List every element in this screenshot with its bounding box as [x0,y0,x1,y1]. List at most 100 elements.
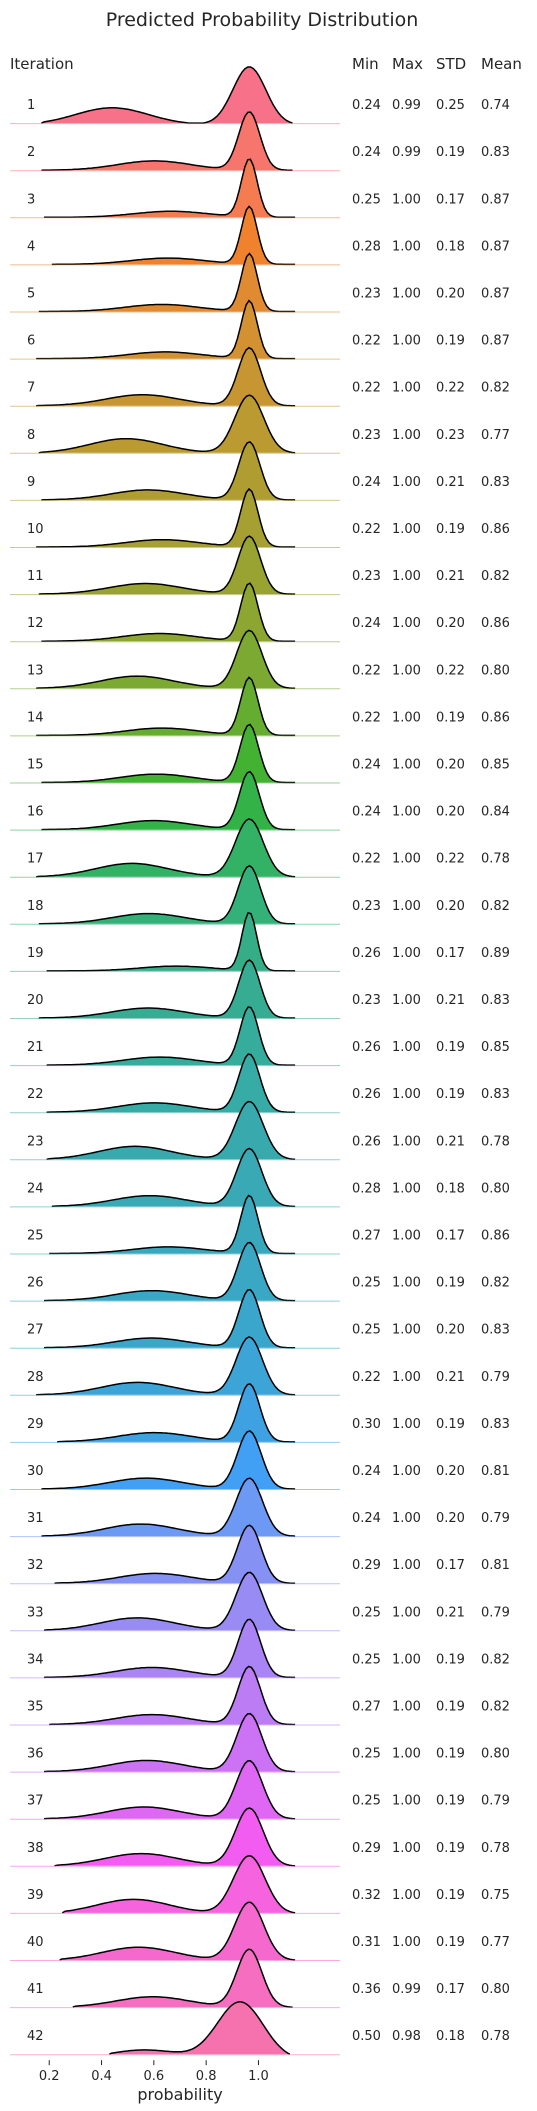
iteration-label: 22 [27,1087,44,1102]
mean-value: 0.75 [481,1888,510,1903]
min-value: 0.50 [352,2029,381,2044]
ridge-density-outline [43,1288,296,1349]
min-value: 0.25 [352,1323,381,1338]
x-tick-label: 1.0 [248,2069,269,2084]
ridge-row: 12 0.24 1.00 0.20 0.86 [10,582,510,643]
mean-value: 0.83 [481,1087,510,1102]
ridge-density-outline [61,1855,296,1914]
ridge-row: 20 0.23 1.00 0.21 0.83 [10,959,510,1019]
mean-value: 0.86 [481,522,510,537]
ridge-density-fill [36,818,296,877]
ridge-density-outline [38,535,296,595]
max-value: 1.00 [392,1464,421,1479]
min-value: 0.29 [352,1841,381,1856]
min-value: 0.22 [352,663,381,678]
iteration-label: 33 [27,1605,44,1620]
mean-value: 0.80 [481,1747,510,1762]
max-value: 1.00 [392,1794,421,1809]
std-value: 0.22 [436,852,465,867]
min-value: 0.25 [352,1794,381,1809]
ridge-density-fill [44,1619,296,1678]
ridge-row: 22 0.26 1.00 0.19 0.83 [10,1053,510,1114]
min-value: 0.30 [352,1417,381,1432]
min-value: 0.32 [352,1888,381,1903]
ridge-density-fill [38,395,296,453]
ridge-row: 24 0.28 1.00 0.18 0.80 [10,1147,510,1208]
ridge-density-outline [59,1901,296,1961]
std-value: 0.19 [436,522,465,537]
iteration-label: 36 [27,1747,44,1762]
std-value: 0.19 [436,1700,465,1715]
std-value: 0.19 [436,1652,465,1667]
max-value: 1.00 [392,758,421,773]
ridge-row: 13 0.22 1.00 0.22 0.80 [10,629,510,690]
std-value: 0.21 [436,475,465,490]
ridge-density-fill [41,583,296,642]
ridge-row: 7 0.22 1.00 0.22 0.82 [10,346,510,407]
x-axis: 0.2 0.4 0.6 0.8 1.0 [39,2060,269,2084]
ridge-row: 19 0.26 1.00 0.17 0.89 [10,912,510,972]
std-value: 0.21 [436,1370,465,1385]
min-value: 0.29 [352,1558,381,1573]
mean-value: 0.81 [481,1558,510,1573]
ridge-row: 27 0.25 1.00 0.20 0.83 [10,1288,510,1349]
ridge-density-outline [72,1948,293,2008]
std-value: 0.20 [436,805,465,820]
std-value: 0.19 [436,1841,465,1856]
ridge-density-outline [36,676,296,737]
std-value: 0.19 [436,1417,465,1432]
iteration-label: 2 [27,145,35,160]
iteration-label: 38 [27,1841,44,1856]
ridge-density-outline [57,1383,296,1443]
ridge-density-outline [43,1712,296,1773]
max-value: 1.00 [392,1087,421,1102]
min-value: 0.22 [352,710,381,725]
std-value: 0.21 [436,1134,465,1149]
ridge-density-outline [109,2001,291,2055]
header-mean: Mean [481,55,522,73]
std-value: 0.20 [436,1464,465,1479]
max-value: 1.00 [392,522,421,537]
ridge-row: 11 0.23 1.00 0.21 0.82 [10,535,510,596]
min-value: 0.26 [352,1040,381,1055]
ridge-density-fill [46,912,296,971]
ridge-density-fill [54,1808,296,1866]
std-value: 0.20 [436,1323,465,1338]
iteration-label: 37 [27,1794,44,1809]
ridge-density-fill [49,1666,296,1725]
ridge-density-fill [36,630,296,689]
max-value: 1.00 [392,1417,421,1432]
max-value: 1.00 [392,1841,421,1856]
iteration-label: 6 [27,334,35,349]
iteration-label: 42 [27,2029,44,2044]
ridge-density-fill [44,1713,296,1772]
iteration-label: 25 [27,1229,44,1244]
ridge-density-fill [44,1760,296,1819]
iteration-label: 34 [27,1652,44,1667]
std-value: 0.19 [436,1040,465,1055]
std-value: 0.25 [436,98,465,113]
min-value: 0.25 [352,1652,381,1667]
mean-value: 0.83 [481,1323,510,1338]
iteration-label: 7 [27,381,35,396]
min-value: 0.28 [352,239,381,254]
mean-value: 0.79 [481,1605,510,1620]
ridge-density-outline [41,1477,296,1537]
ridge-row: 39 0.32 1.00 0.19 0.75 [10,1855,510,1914]
max-value: 1.00 [392,1935,421,1950]
min-value: 0.22 [352,522,381,537]
iteration-label: 3 [27,192,35,207]
iteration-label: 16 [27,805,44,820]
ridge-density-outline [43,1760,296,1820]
iteration-label: 41 [27,1982,44,1997]
mean-value: 0.81 [481,1464,510,1479]
ridge-density-outline [43,1241,296,1302]
ridge-row: 6 0.22 1.00 0.19 0.87 [10,299,510,360]
iteration-label: 17 [27,852,44,867]
std-value: 0.21 [436,993,465,1008]
max-value: 1.00 [392,1370,421,1385]
std-value: 0.17 [436,192,465,207]
iteration-label: 10 [27,522,44,537]
min-value: 0.24 [352,1511,381,1526]
ridge-row: 3 0.25 1.00 0.17 0.87 [10,158,510,219]
